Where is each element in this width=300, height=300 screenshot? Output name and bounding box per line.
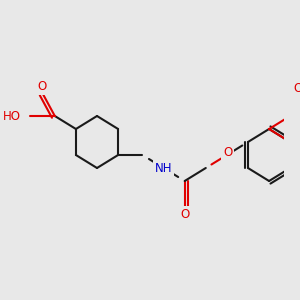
Text: O: O: [37, 80, 46, 93]
Text: NH: NH: [155, 161, 172, 175]
Text: O: O: [223, 146, 232, 160]
Text: HO: HO: [3, 110, 21, 122]
Text: O: O: [293, 82, 300, 95]
Text: O: O: [180, 208, 189, 220]
